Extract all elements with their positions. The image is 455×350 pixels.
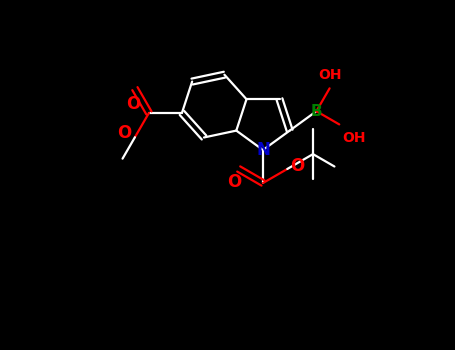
- Text: O: O: [228, 173, 242, 191]
- Text: N: N: [256, 141, 270, 159]
- Text: OH: OH: [318, 68, 341, 82]
- Text: B: B: [311, 104, 322, 119]
- Text: OH: OH: [342, 131, 366, 145]
- Text: O: O: [126, 94, 140, 113]
- Text: O: O: [116, 124, 131, 142]
- Text: O: O: [290, 157, 304, 175]
